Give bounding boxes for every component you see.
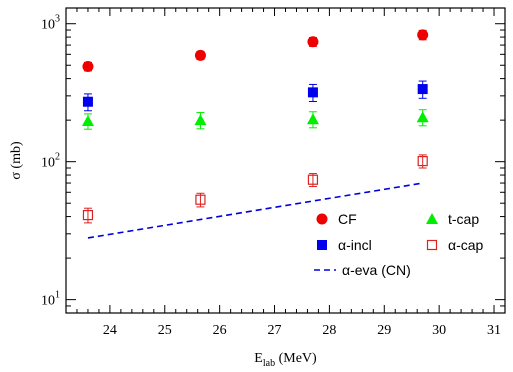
- data-point: [82, 60, 94, 72]
- legend-entry: t-cap: [448, 211, 479, 227]
- x-tick-label: 29: [377, 323, 391, 338]
- x-tick-label: 27: [268, 323, 282, 338]
- x-tick-label: 31: [487, 323, 501, 338]
- data-point: [82, 209, 94, 221]
- y-tick-label: 103: [41, 14, 60, 33]
- data-point: [195, 194, 206, 205]
- legend-entry: α-cap: [448, 237, 484, 253]
- x-tick-label: 24: [103, 323, 117, 338]
- legend-swatch: [317, 240, 327, 250]
- series-line-alpha-eva: [87, 182, 423, 239]
- data-point: [307, 87, 318, 98]
- x-tick-label: 26: [213, 323, 227, 338]
- legend-entry: CF: [338, 211, 357, 227]
- data-point: [417, 29, 429, 41]
- plot-frame: [65, 7, 506, 314]
- legend-swatch: [316, 213, 328, 225]
- legend-entry: α-eva (CN): [342, 262, 411, 278]
- data-point: [194, 114, 207, 126]
- x-axis-label: Elab (MeV): [254, 351, 317, 369]
- data-point: [417, 84, 428, 95]
- x-tick-label: 30: [432, 323, 446, 338]
- x-tick-label: 28: [322, 323, 336, 338]
- legend-swatch: [426, 213, 438, 224]
- y-axis-label: σ (mb): [9, 141, 24, 180]
- x-tick-label: 25: [158, 323, 172, 338]
- data-point: [307, 174, 319, 185]
- data-point: [417, 155, 428, 167]
- data-point: [306, 113, 319, 125]
- legend-swatch: [426, 239, 438, 251]
- data-point: [307, 36, 319, 48]
- data-point: [416, 111, 429, 123]
- data-point: [81, 115, 94, 127]
- data-point: [82, 96, 93, 107]
- y-tick-label: 102: [41, 152, 60, 171]
- data-point: [194, 49, 206, 61]
- legend-entry: α-incl: [338, 237, 372, 253]
- y-tick-label: 101: [41, 290, 60, 309]
